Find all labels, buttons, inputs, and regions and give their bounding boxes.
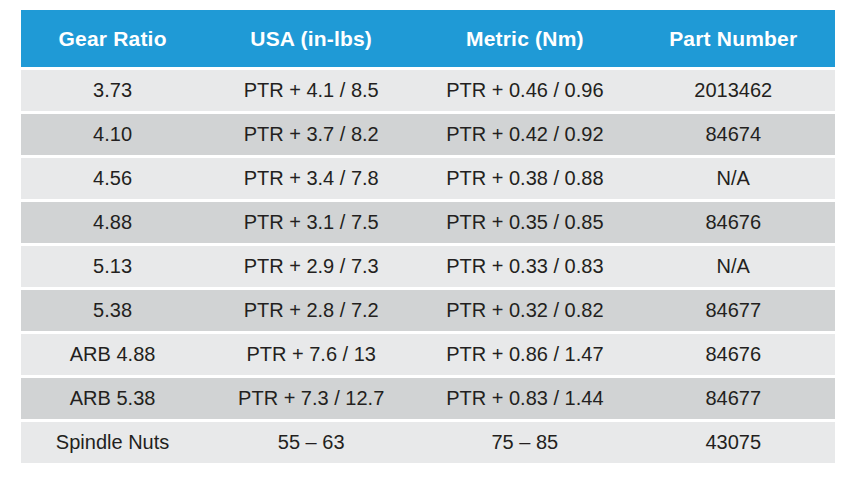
cell-metric-torque: PTR + 0.46 / 0.96	[418, 70, 631, 111]
cell-usa-torque: PTR + 7.3 / 12.7	[204, 378, 418, 419]
cell-gear-ratio: ARB 4.88	[21, 334, 204, 375]
cell-part-number: 84674	[631, 114, 835, 155]
cell-metric-torque: PTR + 0.42 / 0.92	[418, 114, 631, 155]
table-row: ARB 5.38 PTR + 7.3 / 12.7 PTR + 0.83 / 1…	[21, 378, 835, 419]
torque-spec-table-container: Gear Ratio USA (in-lbs) Metric (Nm) Part…	[21, 7, 835, 466]
column-header-metric-nm: Metric (Nm)	[418, 10, 631, 67]
table-header: Gear Ratio USA (in-lbs) Metric (Nm) Part…	[21, 10, 835, 67]
cell-gear-ratio: ARB 5.38	[21, 378, 204, 419]
column-header-usa-in-lbs: USA (in-lbs)	[204, 10, 418, 67]
cell-metric-torque: PTR + 0.86 / 1.47	[418, 334, 631, 375]
table-body: 3.73 PTR + 4.1 / 8.5 PTR + 0.46 / 0.96 2…	[21, 70, 835, 463]
cell-gear-ratio: 4.88	[21, 202, 204, 243]
cell-usa-torque: PTR + 4.1 / 8.5	[204, 70, 418, 111]
cell-part-number: 43075	[631, 422, 835, 463]
cell-part-number: 84677	[631, 290, 835, 331]
cell-part-number: 84676	[631, 334, 835, 375]
cell-usa-torque: 55 – 63	[204, 422, 418, 463]
table-row: 4.10 PTR + 3.7 / 8.2 PTR + 0.42 / 0.92 8…	[21, 114, 835, 155]
column-header-gear-ratio: Gear Ratio	[21, 10, 204, 67]
header-row: Gear Ratio USA (in-lbs) Metric (Nm) Part…	[21, 10, 835, 67]
cell-gear-ratio: 5.38	[21, 290, 204, 331]
cell-metric-torque: PTR + 0.32 / 0.82	[418, 290, 631, 331]
column-header-part-number: Part Number	[631, 10, 835, 67]
table-row: Spindle Nuts 55 – 63 75 – 85 43075	[21, 422, 835, 463]
cell-metric-torque: PTR + 0.33 / 0.83	[418, 246, 631, 287]
cell-usa-torque: PTR + 3.1 / 7.5	[204, 202, 418, 243]
table-row: 3.73 PTR + 4.1 / 8.5 PTR + 0.46 / 0.96 2…	[21, 70, 835, 111]
table-row: ARB 4.88 PTR + 7.6 / 13 PTR + 0.86 / 1.4…	[21, 334, 835, 375]
cell-gear-ratio: 5.13	[21, 246, 204, 287]
cell-part-number: 84677	[631, 378, 835, 419]
table-row: 5.13 PTR + 2.9 / 7.3 PTR + 0.33 / 0.83 N…	[21, 246, 835, 287]
cell-gear-ratio: 4.56	[21, 158, 204, 199]
cell-usa-torque: PTR + 3.7 / 8.2	[204, 114, 418, 155]
cell-metric-torque: 75 – 85	[418, 422, 631, 463]
cell-gear-ratio: 3.73	[21, 70, 204, 111]
cell-part-number: N/A	[631, 246, 835, 287]
table-row: 5.38 PTR + 2.8 / 7.2 PTR + 0.32 / 0.82 8…	[21, 290, 835, 331]
cell-part-number: N/A	[631, 158, 835, 199]
cell-usa-torque: PTR + 3.4 / 7.8	[204, 158, 418, 199]
cell-gear-ratio: 4.10	[21, 114, 204, 155]
cell-usa-torque: PTR + 7.6 / 13	[204, 334, 418, 375]
cell-usa-torque: PTR + 2.9 / 7.3	[204, 246, 418, 287]
cell-usa-torque: PTR + 2.8 / 7.2	[204, 290, 418, 331]
table-row: 4.88 PTR + 3.1 / 7.5 PTR + 0.35 / 0.85 8…	[21, 202, 835, 243]
cell-metric-torque: PTR + 0.38 / 0.88	[418, 158, 631, 199]
cell-gear-ratio: Spindle Nuts	[21, 422, 204, 463]
cell-metric-torque: PTR + 0.35 / 0.85	[418, 202, 631, 243]
cell-metric-torque: PTR + 0.83 / 1.44	[418, 378, 631, 419]
table-row: 4.56 PTR + 3.4 / 7.8 PTR + 0.38 / 0.88 N…	[21, 158, 835, 199]
cell-part-number: 2013462	[631, 70, 835, 111]
cell-part-number: 84676	[631, 202, 835, 243]
torque-spec-table: Gear Ratio USA (in-lbs) Metric (Nm) Part…	[21, 7, 835, 466]
